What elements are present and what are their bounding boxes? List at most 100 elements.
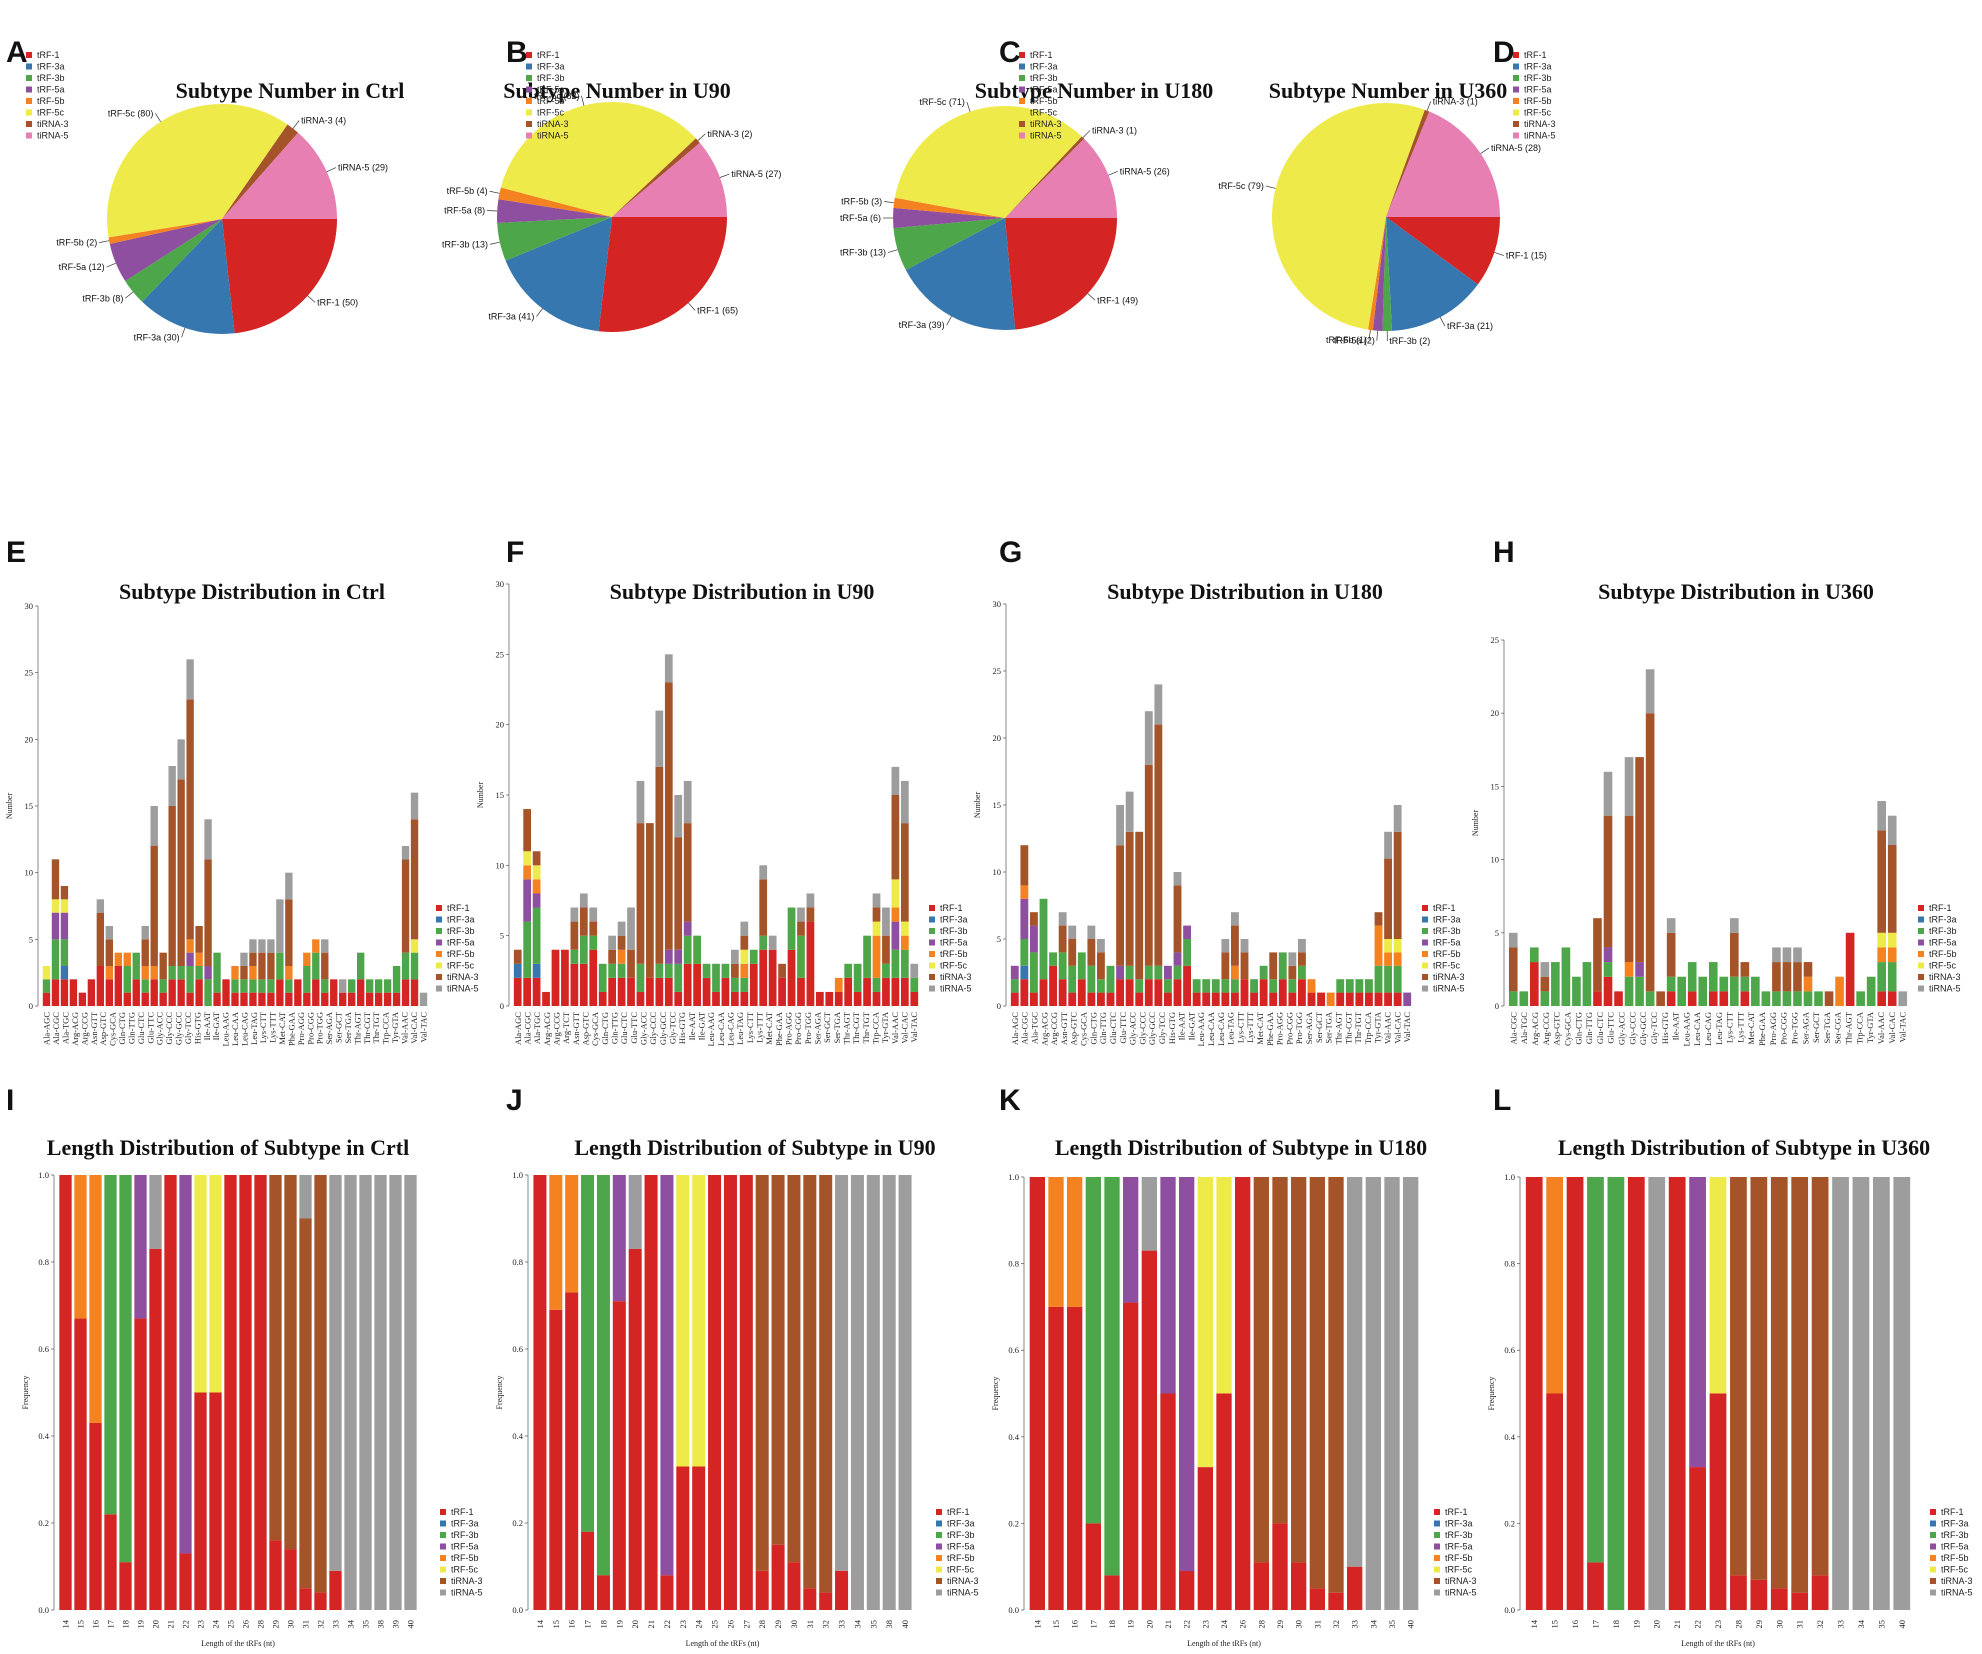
y-tick-label: 0.6 — [1504, 1345, 1515, 1355]
bar-segment-trf-3b — [401, 952, 410, 980]
bar-segment-tirna-5 — [891, 766, 900, 795]
x-tick-label: Val-CAC — [1392, 1012, 1402, 1044]
bar-segment-trf-1 — [1259, 979, 1268, 1006]
x-axis-title: Length of the tRFs (nt) — [686, 1639, 760, 1648]
bar-segment-trf-1 — [365, 992, 374, 1006]
bar-segment-trf-3b — [177, 966, 185, 980]
bar-segment-trf-3b — [356, 952, 365, 980]
bar-segment-trf-1 — [1770, 1588, 1788, 1610]
x-tick-label: 21 — [166, 1620, 176, 1629]
legend-swatch-trf-1 — [1422, 905, 1428, 911]
bar-chart-i: Length Distribution of Subtype in Crtl 0.… — [21, 1135, 417, 1648]
x-tick-label: Thr-TGT — [1353, 1011, 1363, 1043]
bar-segment-trf-1 — [1309, 1588, 1325, 1610]
bar-segment-trf-3b — [674, 963, 683, 992]
legend-swatch-trf-5a — [1513, 86, 1519, 93]
x-tick-label: Glu-TTC — [1606, 1012, 1616, 1044]
pie-chart-a: Subtype Number in Ctrl tRF-1 (50) tRF-3a (… — [56, 78, 404, 342]
bar-segment-trf-1 — [1253, 1562, 1269, 1610]
bar-segment-trf-3b — [1087, 965, 1096, 993]
legend-swatch-trf-5c — [936, 1566, 942, 1573]
legend-label-tirna-3: tiRNA-3 — [940, 972, 972, 982]
pie-leader-line — [489, 190, 500, 194]
bar-segment-tirna-5 — [1730, 918, 1739, 933]
bar-segment-trf-3b — [1587, 1177, 1604, 1563]
pie-leader-line — [1494, 252, 1504, 256]
x-tick-label: Ser-GCT — [1314, 1011, 1324, 1043]
bar-segment-tirna-5 — [186, 659, 194, 700]
bar-segment-tirna-3 — [1240, 952, 1249, 980]
bar-segment-tirna-3 — [617, 935, 626, 950]
bar-segment-tirna-3 — [159, 952, 167, 980]
legend-label-trf-1: tRF-1 — [1941, 1507, 1964, 1517]
x-tick-label: Ile-GAT — [211, 1011, 221, 1040]
bar-segment-trf-3b — [891, 949, 900, 978]
x-tick-label: Pro-TGG — [315, 1012, 325, 1044]
bar-segment-trf-5b — [303, 952, 311, 966]
bar-segment-trf-1 — [1887, 991, 1897, 1006]
bar-segment-trf-1 — [303, 992, 311, 1006]
bar-segment-tirna-3 — [1887, 844, 1897, 933]
bar-segment-tirna-5 — [285, 872, 293, 900]
bar-segment-trf-5b — [900, 935, 909, 950]
bar-segment-trf-3b — [267, 979, 275, 993]
x-tick-label: Ala-TGC — [532, 1012, 542, 1044]
bar-segment-tirna-5 — [404, 1175, 417, 1610]
bar-segment-trf-1 — [740, 991, 749, 1006]
legend-swatch-trf-1 — [440, 1509, 446, 1515]
bar-segment-trf-1 — [240, 992, 248, 1006]
bar-segment-trf-5b — [89, 1175, 102, 1423]
legend-swatch-trf-3b — [436, 928, 442, 934]
bar-segment-trf-1 — [825, 991, 834, 1006]
pie-label-tirna-5: tiRNA-5 (26) — [1120, 166, 1170, 176]
bar-segment-trf-3b — [1183, 939, 1191, 966]
bar-segment-trf-3b — [731, 977, 739, 992]
pie-label-tirna-3: tiRNA-3 (4) — [301, 116, 346, 126]
panel-letter-b: B — [506, 36, 528, 69]
bar-segment-trf-3b — [589, 935, 598, 950]
bar-segment-trf-3b — [844, 963, 853, 978]
bar-legend: tRF-1tRF-3atRF-3btRF-5atRF-5btRF-5ctiRNA… — [1434, 1507, 1477, 1598]
bar-segment-trf-5b — [565, 1175, 579, 1293]
legend-label-trf-5a: tRF-5a — [451, 1542, 479, 1552]
bar-segment-trf-5a — [179, 1175, 192, 1554]
x-tick-label: Arg-TCT — [561, 1011, 571, 1044]
legend-label-trf-5b: tRF-5b — [1941, 1553, 1969, 1563]
x-tick-label: Gly-GCC — [658, 1012, 668, 1045]
bar-segment-trf-1 — [533, 1175, 547, 1610]
x-axis-title: Length of the tRFs (nt) — [201, 1639, 275, 1648]
bar-segment-tirna-5 — [96, 899, 105, 913]
bar-segment-tirna-5 — [1603, 771, 1613, 816]
pie-leader-line — [106, 262, 116, 268]
x-tick-label: Gly-ACC — [1617, 1012, 1627, 1045]
bar-segment-tirna-5 — [105, 926, 114, 940]
bar-segment-trf-1 — [581, 1531, 595, 1610]
y-tick-label: 20 — [25, 734, 34, 744]
panel-letter-j: J — [506, 1084, 523, 1117]
legend-swatch-trf-5a — [1422, 939, 1428, 946]
x-tick-label: Lys-CTT — [1235, 1011, 1245, 1043]
pie-leader-line — [489, 241, 500, 245]
x-tick-label: Lys-TTT — [268, 1011, 278, 1042]
bar-segment-tirna-5 — [401, 846, 410, 860]
y-tick-label: 20 — [496, 720, 505, 730]
bar-segment-tirna-3 — [1811, 1177, 1829, 1576]
bar-segment-trf-3b — [523, 921, 532, 978]
bar-segment-trf-1 — [267, 992, 275, 1006]
bar-segment-trf-5b — [1326, 992, 1335, 1006]
x-tick-label: Arg-ACG — [70, 1012, 80, 1046]
y-axis-title: Number — [5, 793, 14, 820]
bar-legend: tRF-1tRF-3atRF-3btRF-5atRF-5btRF-5ctiRNA… — [1918, 903, 1961, 994]
bar-segment-trf-5a — [1020, 898, 1029, 939]
x-tick-label: Asp-GTC — [98, 1012, 108, 1046]
bar-segment-tirna-3 — [1272, 1177, 1288, 1524]
x-tick-label: Trp-CCA — [1854, 1011, 1864, 1044]
x-tick-label: Tyr-GTA — [1865, 1011, 1875, 1043]
legend-label-tirna-5: tiRNA-5 — [940, 984, 972, 994]
panel-letter-k: K — [999, 1084, 1021, 1117]
legend-label-tirna-5: tiRNA-5 — [1524, 131, 1556, 141]
y-tick-label: 0.8 — [1008, 1259, 1019, 1269]
bar-segment-trf-5a — [1173, 952, 1182, 966]
panel-letter-a: A — [6, 36, 28, 69]
